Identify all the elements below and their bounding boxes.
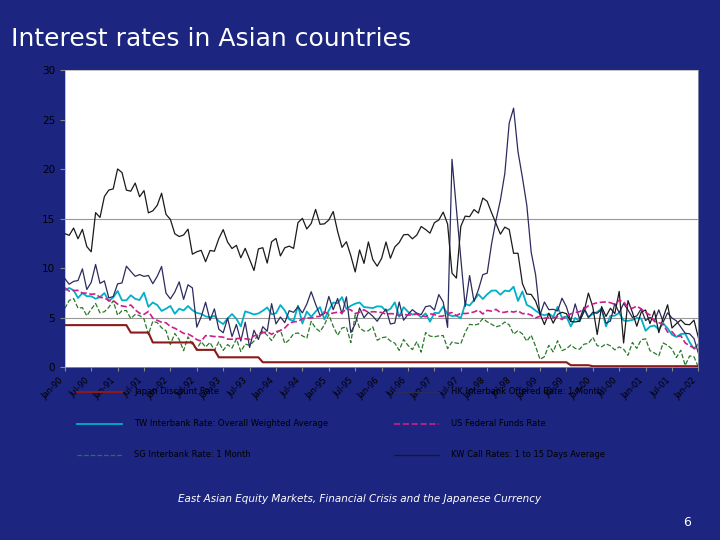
Text: TW Interbank Rate: Overall Weighted Average: TW Interbank Rate: Overall Weighted Aver… — [135, 419, 328, 428]
Text: KW Call Rates: 1 to 15 Days Average: KW Call Rates: 1 to 15 Days Average — [451, 450, 606, 459]
Text: Interest rates in Asian countries: Interest rates in Asian countries — [11, 26, 411, 51]
Text: SG Interbank Rate: 1 Month: SG Interbank Rate: 1 Month — [135, 450, 251, 459]
Text: East Asian Equity Markets, Financial Crisis and the Japanese Currency: East Asian Equity Markets, Financial Cri… — [179, 495, 541, 504]
Text: Japan Discount Rate: Japan Discount Rate — [135, 387, 220, 396]
Text: HK Interbank Offered Rate: 1 Month: HK Interbank Offered Rate: 1 Month — [451, 387, 603, 396]
Text: 6: 6 — [683, 516, 691, 529]
Text: US Federal Funds Rate: US Federal Funds Rate — [451, 419, 546, 428]
